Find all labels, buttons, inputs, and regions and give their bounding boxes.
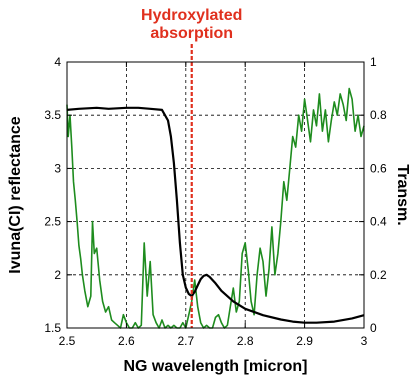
x-tick-label: 3 — [361, 334, 368, 348]
y-right-tick-label: 0.2 — [370, 268, 387, 282]
x-axis-label: NG wavelength [micron] — [123, 358, 307, 375]
annotation-title-line1: Hydroxylated — [141, 7, 242, 24]
reflectance-line — [66, 106, 365, 324]
transmission-line — [66, 87, 365, 329]
y-right-tick-label: 0.6 — [370, 161, 387, 175]
y-left-tick-label: 2 — [54, 268, 61, 282]
y-right-tick-label: 0 — [370, 321, 377, 335]
y-left-tick-label: 1.5 — [44, 321, 61, 335]
x-tick-label: 2.9 — [296, 334, 313, 348]
y-left-tick-label: 4 — [54, 55, 61, 69]
y-left-tick-label: 2.5 — [44, 215, 61, 229]
transmission-series-layer — [66, 87, 365, 329]
x-tick-label: 2.8 — [237, 334, 254, 348]
annotation-title-line2: absorption — [150, 25, 233, 42]
x-tick-label: 2.5 — [59, 334, 76, 348]
y-axis-left-label: Ivuna(CI) reflectance — [7, 116, 24, 273]
plot-frame — [66, 61, 365, 329]
y-right-tick-label: 1 — [370, 55, 377, 69]
x-tick-label: 2.7 — [177, 334, 194, 348]
tick-marks — [66, 61, 365, 329]
x-tick-label: 2.6 — [118, 334, 135, 348]
y-left-tick-label: 3.5 — [44, 108, 61, 122]
tick-labels: 2.5 2.6 2.7 2.8 2.9 3 1.5 2 2.5 3 3.5 4 0 0.2 0.4 0.6 0.… — [44, 55, 387, 348]
y-right-tick-label: 0.8 — [370, 108, 387, 122]
y-right-tick-label: 0.4 — [370, 215, 387, 229]
y-axis-right-label: Transm. — [394, 164, 411, 225]
reflectance-series-layer — [66, 106, 365, 324]
y-left-tick-label: 3 — [54, 161, 61, 175]
